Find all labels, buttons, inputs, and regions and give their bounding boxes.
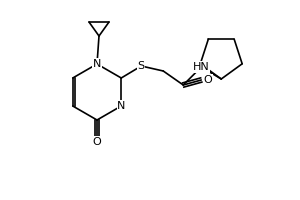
Text: HN: HN (193, 62, 210, 72)
Text: O: O (93, 137, 101, 147)
Text: S: S (138, 61, 145, 71)
Text: N: N (93, 59, 101, 69)
Text: N: N (117, 101, 125, 111)
Text: O: O (204, 75, 213, 85)
